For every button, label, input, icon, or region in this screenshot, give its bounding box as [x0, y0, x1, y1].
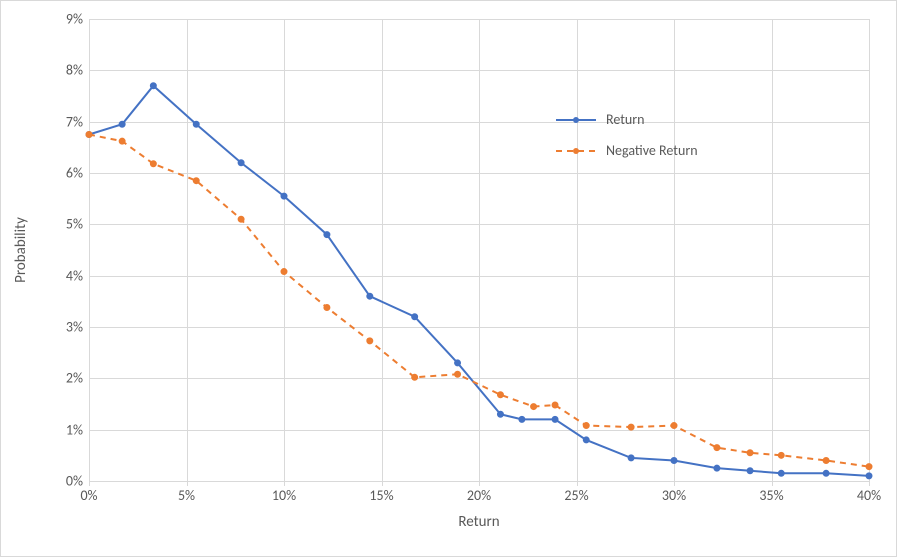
y-tick-label: 8%	[66, 62, 89, 79]
series-marker	[412, 374, 418, 380]
y-tick-label: 1%	[66, 421, 89, 438]
gridline-vertical	[89, 19, 90, 481]
series-marker	[455, 360, 461, 366]
gridline-vertical	[382, 19, 383, 481]
gridline-vertical	[479, 19, 480, 481]
legend-item: Return	[556, 111, 698, 128]
series-marker	[778, 452, 784, 458]
series-marker	[497, 392, 503, 398]
legend-swatch	[556, 144, 596, 158]
gridline-vertical	[577, 19, 578, 481]
series-marker	[193, 178, 199, 184]
series-marker	[119, 138, 125, 144]
y-tick-label: 4%	[66, 267, 89, 284]
series-marker	[823, 470, 829, 476]
x-tick-mark	[89, 481, 90, 486]
series-marker	[747, 450, 753, 456]
series-marker	[519, 416, 525, 422]
x-tick-mark	[382, 481, 383, 486]
y-axis-title: Probability	[12, 217, 30, 283]
series-marker	[150, 161, 156, 167]
x-tick-mark	[479, 481, 480, 486]
gridline-vertical	[674, 19, 675, 481]
x-tick-mark	[674, 481, 675, 486]
legend-swatch	[556, 113, 596, 127]
series-marker	[552, 416, 558, 422]
series-marker	[497, 411, 503, 417]
y-tick-label: 7%	[66, 113, 89, 130]
series-marker	[714, 445, 720, 451]
y-tick-label: 3%	[66, 319, 89, 336]
series-marker	[367, 338, 373, 344]
series-marker	[583, 423, 589, 429]
series-marker	[778, 470, 784, 476]
gridline-vertical	[284, 19, 285, 481]
y-tick-label: 5%	[66, 216, 89, 233]
y-tick-label: 2%	[66, 370, 89, 387]
x-tick-mark	[577, 481, 578, 486]
gridline-vertical	[187, 19, 188, 481]
series-marker	[552, 402, 558, 408]
series-marker	[823, 457, 829, 463]
line-chart: 0%1%2%3%4%5%6%7%8%9%0%5%10%15%20%25%30%3…	[0, 0, 897, 557]
series-marker	[150, 83, 156, 89]
series-marker	[531, 404, 537, 410]
series-marker	[628, 455, 634, 461]
x-tick-mark	[187, 481, 188, 486]
legend-label: Return	[606, 111, 645, 128]
x-tick-mark	[284, 481, 285, 486]
legend-label: Negative Return	[606, 142, 698, 159]
plot-area: 0%1%2%3%4%5%6%7%8%9%0%5%10%15%20%25%30%3…	[89, 19, 869, 481]
legend-item: Negative Return	[556, 142, 698, 159]
y-tick-label: 9%	[66, 11, 89, 28]
series-marker	[747, 468, 753, 474]
x-tick-mark	[772, 481, 773, 486]
y-tick-label: 6%	[66, 165, 89, 182]
series-marker	[238, 160, 244, 166]
x-tick-mark	[869, 481, 870, 486]
series-marker	[367, 293, 373, 299]
series-marker	[238, 216, 244, 222]
gridline-vertical	[869, 19, 870, 481]
series-marker	[714, 465, 720, 471]
series-marker	[455, 371, 461, 377]
series-marker	[324, 232, 330, 238]
x-axis-title: Return	[458, 513, 499, 531]
series-marker	[583, 437, 589, 443]
gridline-vertical	[772, 19, 773, 481]
series-marker	[412, 314, 418, 320]
legend: Return Negative Return	[556, 111, 698, 173]
series-marker	[324, 304, 330, 310]
